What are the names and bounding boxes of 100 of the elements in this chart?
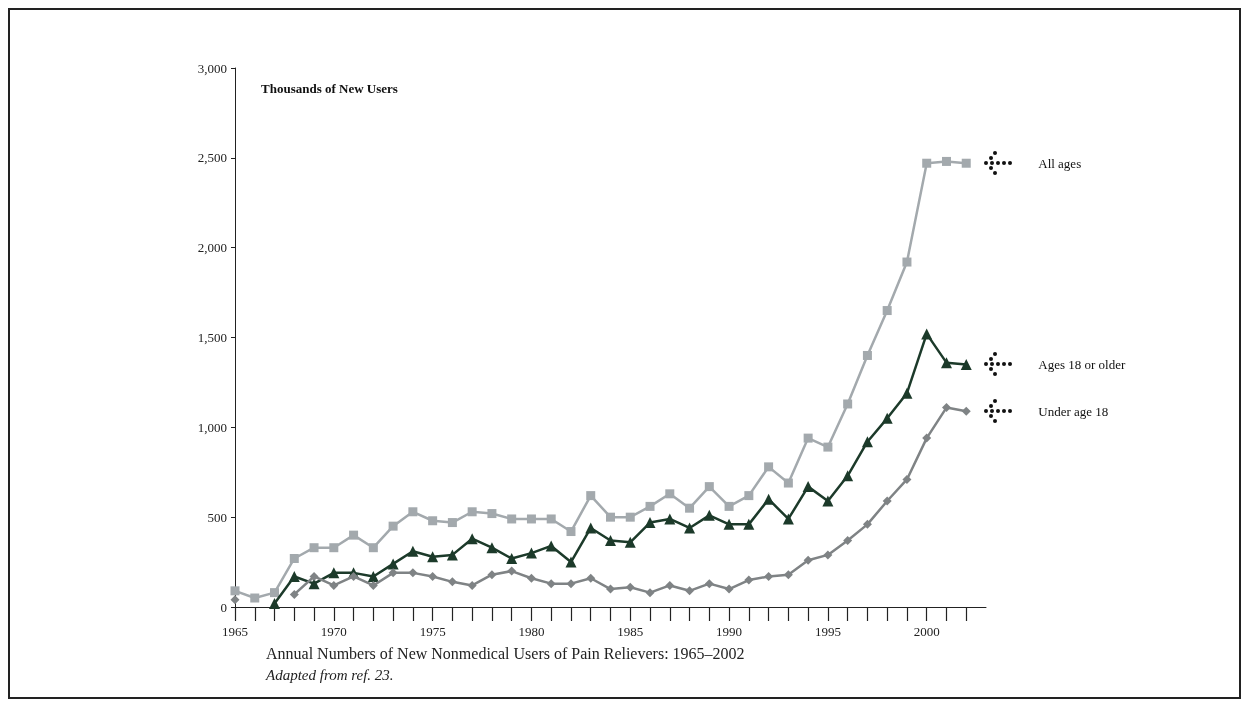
point [349, 571, 359, 581]
point [230, 595, 240, 605]
point [408, 507, 418, 517]
point [743, 518, 755, 530]
x-tick-label: 1975 [419, 624, 446, 639]
point [843, 399, 853, 409]
point [961, 158, 971, 168]
point [566, 527, 576, 537]
point [744, 575, 754, 585]
point [902, 474, 912, 484]
point [941, 403, 951, 413]
point [684, 522, 696, 534]
point [704, 579, 714, 589]
point [487, 570, 497, 580]
text: Ages 18 or older [1038, 356, 1126, 372]
point [250, 593, 260, 603]
point [625, 512, 635, 522]
y-tick-label: 2,500 [197, 150, 227, 166]
point [606, 584, 615, 594]
point [783, 570, 793, 580]
point [368, 580, 378, 590]
point [803, 555, 813, 565]
point [624, 536, 636, 548]
point [447, 518, 457, 528]
point [782, 513, 794, 525]
point [862, 519, 872, 529]
point [822, 495, 834, 507]
point [447, 577, 457, 587]
text: Annual Numbers of New Nonmedical Users of Pain Relievers: 1965–2002 [266, 644, 745, 662]
point [368, 543, 378, 553]
point [645, 501, 655, 511]
point [566, 579, 576, 589]
y-tick-label: 2,000 [197, 240, 227, 256]
point [270, 588, 280, 598]
point [309, 571, 319, 581]
point [407, 545, 419, 557]
point [961, 406, 971, 416]
point [467, 580, 477, 590]
point [408, 568, 418, 578]
point [546, 579, 556, 589]
point [724, 501, 734, 511]
point [329, 543, 339, 553]
point [803, 433, 813, 443]
y-tick-label: 3,000 [197, 60, 227, 76]
point [427, 551, 439, 563]
x-tick-label: 1965 [222, 624, 248, 639]
point [585, 522, 597, 534]
point [506, 552, 518, 564]
point [466, 533, 478, 545]
point [428, 571, 438, 581]
point [329, 580, 339, 590]
point [704, 482, 714, 492]
point [783, 478, 793, 488]
text: All ages [1038, 155, 1082, 171]
point [685, 503, 695, 513]
point [289, 553, 299, 563]
point [842, 470, 854, 482]
point [387, 558, 399, 570]
point [802, 481, 814, 493]
y-tick-label: 0 [220, 599, 227, 615]
y-tick-label: 500 [207, 509, 227, 525]
point [487, 509, 497, 519]
point [862, 350, 872, 360]
point [446, 549, 458, 561]
point [388, 568, 398, 578]
point [507, 514, 517, 524]
point [486, 542, 498, 554]
point [586, 573, 596, 583]
point [645, 588, 655, 598]
point [665, 580, 675, 590]
point [764, 462, 774, 472]
point [507, 566, 517, 576]
point [565, 556, 577, 568]
point [605, 535, 616, 547]
point [546, 514, 556, 524]
point [703, 509, 715, 521]
text: Adapted from ref. 23. [265, 666, 394, 683]
point [960, 358, 972, 370]
point [606, 512, 615, 522]
point [367, 570, 379, 582]
x-tick-label: 1970 [320, 624, 347, 639]
point [545, 540, 557, 552]
point [922, 433, 932, 443]
point [902, 257, 912, 267]
point [764, 571, 774, 581]
point [685, 586, 695, 596]
point [940, 357, 952, 369]
point [644, 517, 656, 529]
y-axis-title: Thousands of New Users [261, 81, 398, 96]
x-tick-label: 2000 [913, 624, 940, 639]
point [664, 513, 676, 525]
point [901, 387, 913, 399]
point [744, 491, 754, 501]
y-tick-label: 1,500 [197, 330, 227, 345]
point [230, 586, 240, 596]
point [526, 514, 536, 524]
y-tick-label: 1,000 [197, 419, 227, 435]
x-tick-label: 1990 [716, 624, 743, 639]
text: Under age 18 [1038, 403, 1109, 419]
point [843, 536, 853, 546]
